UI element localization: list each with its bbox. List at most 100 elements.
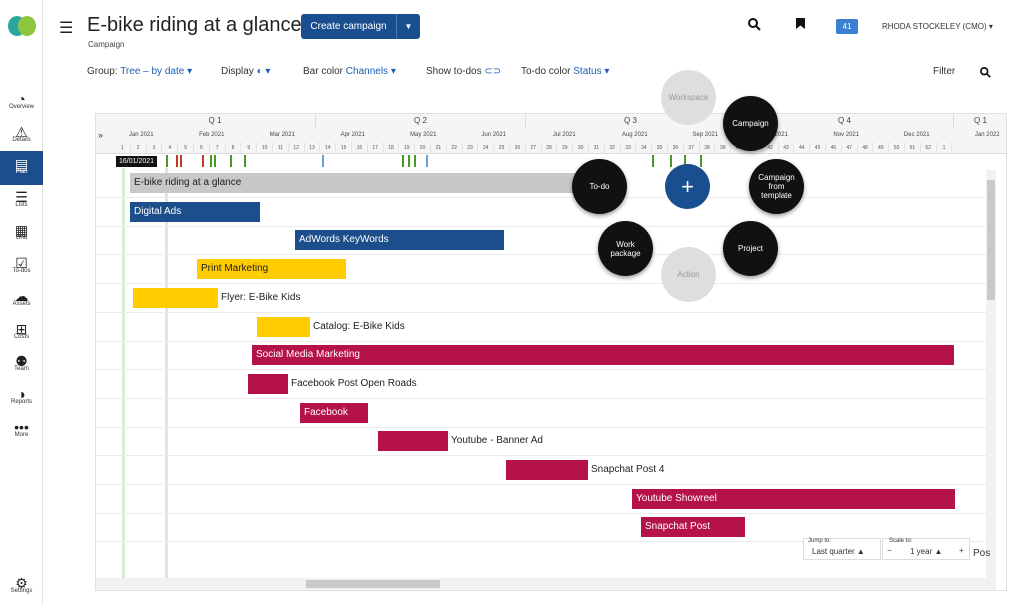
nav-todos[interactable]: ☑ To-dos <box>0 250 43 284</box>
filter-search-icon[interactable] <box>980 67 991 81</box>
todo-marker[interactable] <box>700 155 702 167</box>
todo-marker[interactable] <box>230 155 232 167</box>
vertical-scroll-thumb[interactable] <box>987 180 995 300</box>
week-label: 24 <box>478 142 495 154</box>
nav-details[interactable]: ⚠ Details <box>0 119 43 153</box>
week-label: 19 <box>399 142 416 154</box>
todo-marker[interactable] <box>244 155 246 167</box>
gantt-row[interactable]: Youtube - Banner Ad <box>96 428 996 457</box>
gantt-bar[interactable] <box>248 373 288 394</box>
radial-project[interactable]: Project <box>723 221 778 276</box>
gantt-bar[interactable]: Print Marketing <box>197 259 346 280</box>
nav-assets[interactable]: ☁ Assets <box>0 283 43 317</box>
todo-marker[interactable] <box>322 155 324 167</box>
todo-marker[interactable] <box>210 155 212 167</box>
barcolor-control[interactable]: Bar color Channels ▾ <box>303 66 396 77</box>
todo-marker[interactable] <box>426 155 428 167</box>
filter-button[interactable]: Filter <box>933 66 956 77</box>
group-select[interactable]: Tree – by date ▾ <box>120 66 193 77</box>
scale-minus-button[interactable]: − <box>887 546 892 555</box>
week-label: 21 <box>431 142 447 154</box>
gantt-bar[interactable]: E-bike riding at a glance <box>130 173 590 193</box>
todocolor-control[interactable]: To-do color Status ▾ <box>521 66 609 77</box>
gantt-bar[interactable]: Digital Ads <box>130 201 260 222</box>
nav-team[interactable]: ⚉ Team <box>0 348 43 382</box>
barcolor-select[interactable]: Channels ▾ <box>345 66 396 77</box>
gantt-row[interactable]: Digital Ads <box>96 199 996 227</box>
week-label: 38 <box>700 142 716 154</box>
today-date-tag: 16/01/2021 <box>116 156 158 167</box>
nav-reports[interactable]: ◑ Reports <box>0 381 43 415</box>
gantt-row[interactable]: Social Media Marketing <box>96 342 996 371</box>
gantt-row[interactable]: Youtube Showreel <box>96 486 996 514</box>
scale-to-control[interactable]: Scale to: − 1 year ▲ + <box>882 538 970 560</box>
horizontal-scrollbar[interactable] <box>96 578 996 590</box>
nav-overview[interactable]: ◔ Overview <box>0 86 43 120</box>
gantt-row[interactable]: E-bike riding at a glance <box>96 170 996 198</box>
notification-badge[interactable]: 41 <box>836 19 858 34</box>
group-control[interactable]: Group: Tree – by date ▾ <box>87 66 192 77</box>
horizontal-scroll-thumb[interactable] <box>306 580 440 588</box>
chevron-down-icon[interactable]: ▼ <box>396 14 420 39</box>
radial-campaign-template[interactable]: Campaign from template <box>749 159 804 214</box>
radial-workspace[interactable]: Workspace <box>661 70 716 125</box>
gantt-bar[interactable]: Facebook <box>300 402 368 423</box>
radial-plus-button[interactable]: + <box>665 164 710 209</box>
todo-marker[interactable] <box>414 155 416 167</box>
gantt-bar[interactable]: Youtube Showreel <box>632 488 955 509</box>
vertical-scrollbar[interactable] <box>986 170 996 580</box>
showtodos-toggle[interactable]: ⊂⊃ <box>484 66 502 77</box>
gantt-bar[interactable] <box>378 431 448 452</box>
nav-lists[interactable]: ☰ Lists <box>0 184 43 218</box>
todo-marker[interactable] <box>408 155 410 167</box>
nav-more[interactable]: ••• More <box>0 414 43 448</box>
jump-select[interactable]: Last quarter ▲ <box>812 547 865 556</box>
jump-to-control[interactable]: Jump to: Last quarter ▲ <box>803 538 881 560</box>
radial-action[interactable]: Action <box>661 247 716 302</box>
gantt-bar[interactable]: Social Media Marketing <box>252 345 954 366</box>
scale-plus-button[interactable]: + <box>959 546 964 555</box>
todo-marker[interactable] <box>684 155 686 167</box>
todo-marker[interactable] <box>670 155 672 167</box>
gantt-row[interactable]: AdWords KeyWords <box>96 227 996 256</box>
todo-marker[interactable] <box>652 155 654 167</box>
todo-marker[interactable] <box>214 155 216 167</box>
gantt-row[interactable]: Facebook <box>96 400 996 428</box>
gantt-row[interactable]: Print Marketing <box>96 256 996 285</box>
scale-select[interactable]: 1 year ▲ <box>910 547 943 556</box>
gantt-bar[interactable] <box>133 287 218 308</box>
gantt-bar[interactable]: Snapchat Post <box>641 517 745 538</box>
gantt-row[interactable]: Snapchat Post 4 <box>96 457 996 485</box>
nav-settings[interactable]: ⚙ Settings <box>0 570 43 604</box>
menu-icon[interactable]: ☰ <box>59 20 74 37</box>
gantt-row[interactable]: Snapchat Post <box>96 514 996 543</box>
gantt-row[interactable]: Flyer: E-Bike Kids <box>96 285 996 313</box>
nav-plan[interactable]: ▤ Plan <box>0 151 43 185</box>
gantt-row[interactable]: Catalog: E-Bike Kids <box>96 314 996 342</box>
display-toggle[interactable]: ◐ ▾ <box>256 66 271 77</box>
user-menu[interactable]: RHODA STOCKELEY (CMO) ▾ <box>882 22 993 31</box>
radial-todo[interactable]: To-do <box>572 159 627 214</box>
display-control[interactable]: Display ◐ ▾ <box>221 66 270 77</box>
create-campaign-button[interactable]: Create campaign ▼ <box>301 14 420 39</box>
todo-marker[interactable] <box>176 155 178 167</box>
todo-marker[interactable] <box>202 155 204 167</box>
todo-marker[interactable] <box>166 155 168 167</box>
week-label: 6 <box>194 142 210 154</box>
search-icon[interactable] <box>748 18 761 34</box>
todo-marker[interactable] <box>180 155 182 167</box>
bookmark-icon[interactable] <box>796 18 805 32</box>
nav-grid[interactable]: ▦ Grid <box>0 217 43 251</box>
todo-marker[interactable] <box>402 155 404 167</box>
todocolor-select[interactable]: Status ▾ <box>573 66 610 77</box>
gantt-bar[interactable] <box>257 316 310 337</box>
gantt-row[interactable]: Facebook Post Open Roads <box>96 371 996 399</box>
radial-work-package[interactable]: Work package <box>598 221 653 276</box>
showtodos-control[interactable]: Show to-dos ⊂⊃ <box>426 66 501 77</box>
radial-campaign[interactable]: Campaign <box>723 96 778 151</box>
gantt-bar[interactable] <box>506 460 588 480</box>
nav-costs[interactable]: ⊞ Costs <box>0 316 43 350</box>
gantt-bar[interactable]: AdWords KeyWords <box>295 230 504 251</box>
expand-icon[interactable]: » <box>98 130 104 140</box>
